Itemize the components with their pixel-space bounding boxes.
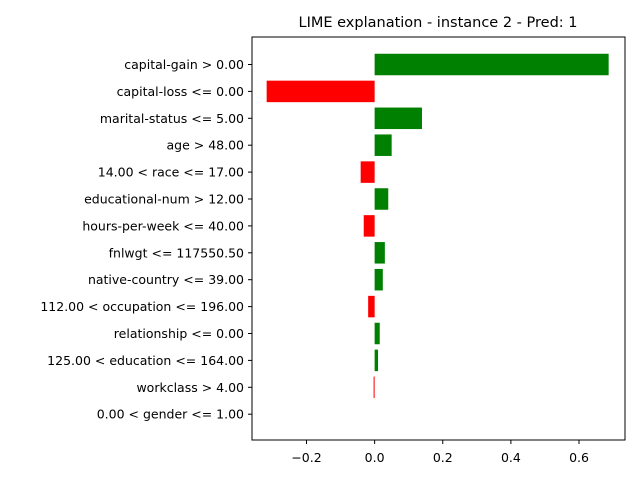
bar-11 <box>374 349 379 372</box>
bar-4 <box>360 161 375 183</box>
bar-2 <box>374 107 422 130</box>
bar-8 <box>374 268 383 291</box>
x-tick-label: 0.6 <box>569 450 589 465</box>
y-tick-label: 0.00 < gender <= 1.00 <box>97 407 244 422</box>
y-tick-label: 14.00 < race <= 17.00 <box>98 165 244 180</box>
y-tick-label: 125.00 < education <= 164.00 <box>47 353 244 368</box>
x-tick-label: 0.0 <box>365 450 385 465</box>
bar-3 <box>374 134 392 156</box>
bar-12 <box>373 376 375 399</box>
y-tick-label: capital-loss <= 0.00 <box>117 84 244 99</box>
y-tick-label: native-country <= 39.00 <box>88 272 244 287</box>
y-tick-label: marital-status <= 5.00 <box>100 111 244 126</box>
x-tick-label: 0.4 <box>501 450 521 465</box>
y-tick-labels: capital-gain > 0.00 capital-loss <= 0.00 m… <box>40 57 252 422</box>
x-tick-labels: −0.2 0.0 0.2 0.4 0.6 <box>291 440 589 465</box>
bar-10 <box>374 322 380 345</box>
x-tick-label: 0.2 <box>433 450 453 465</box>
plot-frame <box>251 36 626 441</box>
bar-7 <box>374 242 385 264</box>
y-tick-label: educational-num > 12.00 <box>84 192 244 207</box>
bar-6 <box>363 215 375 237</box>
y-tick-label: workclass > 4.00 <box>136 380 244 395</box>
chart-title: LIME explanation - instance 2 - Pred: 1 <box>299 15 578 31</box>
y-tick-label: capital-gain > 0.00 <box>124 57 244 72</box>
bar-9 <box>368 295 375 318</box>
y-tick-label: 112.00 < occupation <= 196.00 <box>40 299 244 314</box>
bar-0 <box>374 53 609 76</box>
bar-5 <box>374 188 389 210</box>
y-tick-label: fnlwgt <= 117550.50 <box>109 245 244 260</box>
bar-1 <box>266 80 375 103</box>
y-tick-label: hours-per-week <= 40.00 <box>82 218 244 233</box>
bars-group <box>266 53 609 399</box>
y-tick-label: relationship <= 0.00 <box>114 326 244 341</box>
y-tick-label: age > 48.00 <box>167 138 245 153</box>
x-tick-label: −0.2 <box>291 450 321 465</box>
